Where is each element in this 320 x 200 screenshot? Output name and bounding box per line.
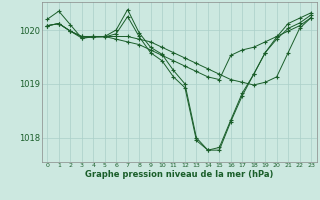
X-axis label: Graphe pression niveau de la mer (hPa): Graphe pression niveau de la mer (hPa) — [85, 170, 273, 179]
